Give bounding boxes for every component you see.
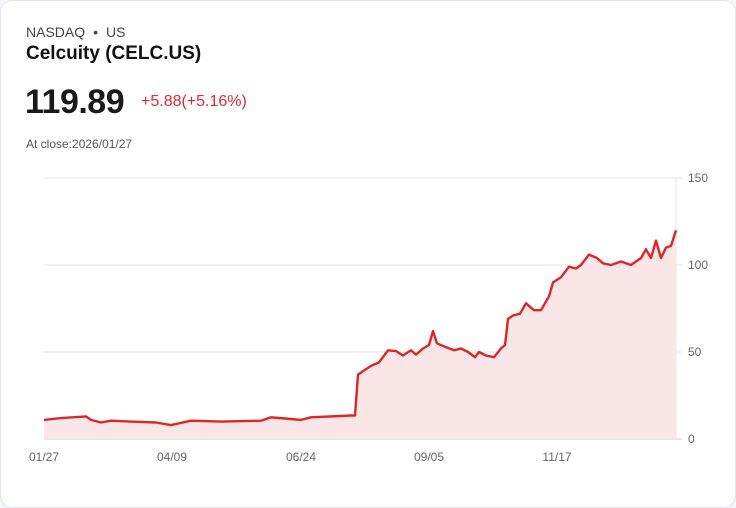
y-tick-label: 50 [688, 345, 702, 359]
x-tick-label: 01/27 [29, 450, 59, 464]
market-name: US [106, 24, 126, 40]
price-area-fill [44, 230, 676, 439]
x-axis: 01/27 04/09 06/24 09/05 11/17 [29, 450, 572, 464]
x-tick-label: 06/24 [286, 450, 316, 464]
y-tick-label: 150 [688, 171, 708, 185]
price-change: +5.88(+5.16%) [141, 93, 247, 110]
separator-dot: • [93, 24, 99, 40]
close-timestamp: At close:2026/01/27 [26, 137, 133, 151]
exchange-info: NASDAQ • US [26, 24, 125, 40]
price-line [43, 230, 678, 427]
x-tick-label: 11/17 [542, 450, 571, 464]
exchange-name: NASDAQ [26, 24, 86, 40]
stock-title: Celcuity (CELC.US) [26, 43, 202, 64]
stock-price: 119.89 [25, 83, 125, 121]
y-tick-label: 0 [688, 432, 695, 446]
y-axis: 0 50 100 150 [688, 171, 708, 446]
x-tick-label: 04/09 [157, 450, 187, 464]
price-chart[interactable]: 0 50 100 150 01/27 04/09 06/24 09/05 11/17 [1, 161, 736, 471]
x-tick-label: 09/05 [414, 450, 444, 464]
y-tick-label: 100 [688, 258, 708, 272]
